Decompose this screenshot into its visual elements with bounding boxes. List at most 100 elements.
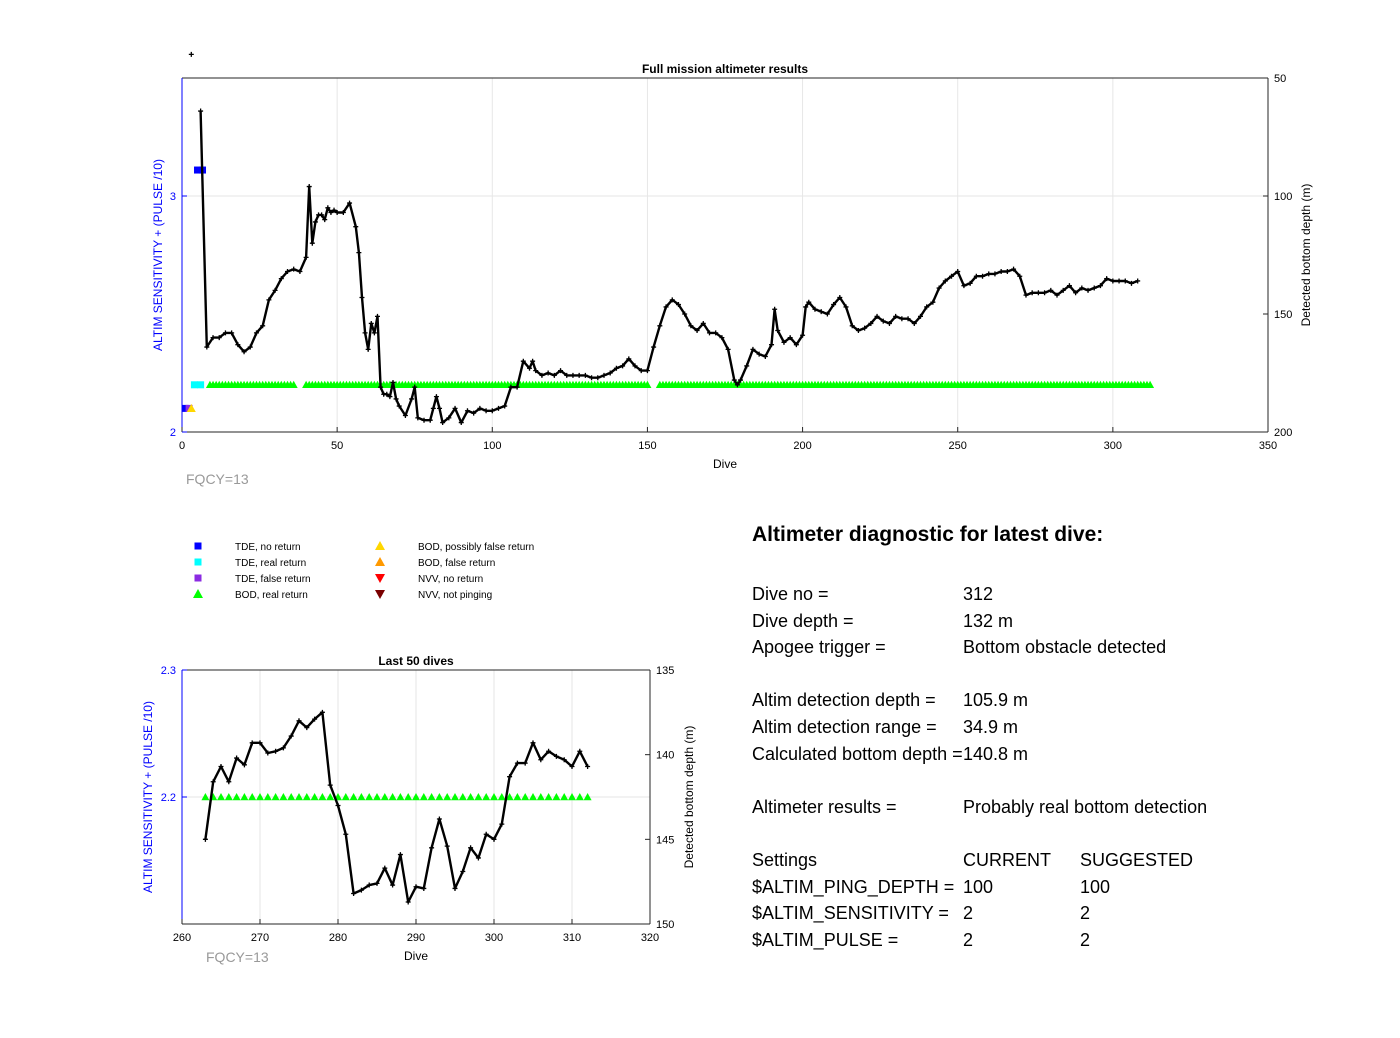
- legend-label: TDE, no return: [235, 542, 301, 553]
- bod-real-marker: [497, 793, 506, 801]
- bottom-depth-point: [362, 330, 368, 336]
- bottom-depth-point: [725, 346, 731, 352]
- bottom-depth-point: [374, 313, 380, 319]
- apogee-label: Apogee trigger =: [752, 637, 886, 658]
- altim-range-value: 34.9 m: [963, 716, 1019, 737]
- tde-real-return-marker: [190, 381, 198, 389]
- bottom-depth-point: [387, 394, 393, 400]
- bottom-depth-point: [218, 764, 224, 770]
- bottom-depth-point: [967, 280, 973, 286]
- bottom-depth-point: [384, 391, 390, 397]
- bottom-depth-point: [756, 351, 762, 357]
- dive-no-label: Dive no =: [752, 584, 829, 604]
- bottom-depth-point: [322, 217, 328, 223]
- bod-real-marker: [521, 793, 530, 801]
- bottom-depth-point: [570, 372, 576, 378]
- bottom-depth-point: [1054, 292, 1060, 298]
- bottom-depth-point: [402, 412, 408, 418]
- bottom-depth-point: [328, 210, 334, 216]
- bottom-depth-point: [409, 396, 415, 402]
- bottom-depth-point: [1029, 290, 1035, 296]
- bottom-depth-point: [390, 379, 396, 385]
- bottom-depth-point: [433, 394, 439, 400]
- setting-current: 2: [963, 903, 974, 924]
- setting-suggested: 2: [1080, 903, 1091, 924]
- bottom-depth-point: [235, 342, 241, 348]
- bottom-depth-point: [325, 205, 331, 211]
- bottom-depth-point: [491, 836, 497, 842]
- bottom-depth-point: [899, 316, 905, 322]
- setting-name: $ALTIM_PING_DEPTH =: [752, 876, 955, 897]
- bod-real-marker: [388, 793, 397, 801]
- bottom-depth-point: [358, 887, 364, 893]
- bod-real-marker: [396, 793, 405, 801]
- bottom-depth-point: [1116, 278, 1122, 284]
- bottom-depth-point: [762, 353, 768, 359]
- bottom-depth-point: [546, 748, 552, 754]
- bottom-depth-point: [880, 318, 886, 324]
- bottom-depth-point: [1073, 290, 1079, 296]
- bottom-depth-point: [601, 372, 607, 378]
- bod-real-marker: [458, 793, 467, 801]
- bottom-depth-point: [527, 365, 533, 371]
- bod-real-marker: [482, 793, 491, 801]
- x-tick-label: 150: [638, 440, 656, 452]
- calc-depth-row: Calculated bottom depth = 140.8 m: [752, 741, 1312, 768]
- bottom-depth-point: [241, 762, 247, 768]
- bottom-depth-point: [886, 320, 892, 326]
- bottom-depth-point: [427, 417, 433, 423]
- setting-row-pulse: $ALTIM_PULSE = 2 2: [752, 927, 1312, 954]
- bottom-depth-point: [304, 725, 310, 731]
- legend-label: BOD, false return: [418, 558, 495, 569]
- bod-real-marker: [279, 793, 288, 801]
- chart-title: Full mission altimeter results: [642, 62, 808, 76]
- bottom-depth-point: [700, 320, 706, 326]
- bottom-depth-point: [222, 330, 228, 336]
- bod-real-marker: [318, 793, 327, 801]
- bod-real-marker: [302, 793, 311, 801]
- bottom-depth-point: [291, 266, 297, 272]
- bottom-depth-point: [936, 285, 942, 291]
- x-tick-label: 200: [793, 440, 811, 452]
- bottom-depth-point: [831, 302, 837, 308]
- legend-label: NVV, not pinging: [418, 590, 492, 601]
- bottom-depth-point: [632, 363, 638, 369]
- bottom-depth-point: [312, 219, 318, 225]
- bottom-depth-point: [280, 745, 286, 751]
- diagnostic-heading: Altimeter diagnostic for latest dive:: [752, 523, 1104, 546]
- bottom-depth-point: [1060, 287, 1066, 293]
- bottom-depth-point: [475, 855, 481, 861]
- bottom-depth-point: [210, 779, 216, 785]
- bottom-depth-point: [905, 316, 911, 322]
- bottom-depth-point: [911, 320, 917, 326]
- calc-depth-label: Calculated bottom depth =: [752, 743, 963, 764]
- bod-real-marker: [643, 380, 652, 388]
- bottom-depth-point: [961, 283, 967, 289]
- bottom-depth-point: [1023, 292, 1029, 298]
- bottom-depth-point: [585, 764, 591, 770]
- x-tick-label: 100: [483, 440, 501, 452]
- bottom-depth-point: [204, 344, 210, 350]
- bottom-depth-point: [507, 774, 513, 780]
- bottom-depth-point: [241, 349, 247, 355]
- bottom-depth-point: [576, 372, 582, 378]
- y-left-tick-label: 3: [170, 191, 176, 203]
- x-tick-label: 280: [329, 932, 347, 944]
- bod-real-marker: [224, 793, 233, 801]
- bod-real-marker: [513, 793, 522, 801]
- bod-real-marker: [412, 793, 420, 801]
- bottom-depth-point: [378, 384, 384, 390]
- setting-suggested: 100: [1080, 876, 1111, 897]
- bottom-depth-point: [539, 372, 545, 378]
- bottom-depth-point: [319, 212, 325, 218]
- setting-row-ping-depth: $ALTIM_PING_DEPTH = 100 100: [752, 874, 1312, 901]
- bottom-depth-point: [980, 273, 986, 279]
- bottom-depth-point: [806, 299, 812, 305]
- bottom-depth-point: [437, 405, 443, 411]
- bod-real-marker: [295, 793, 303, 801]
- bod-real-marker: [289, 380, 298, 388]
- bottom-depth-point: [713, 330, 719, 336]
- bottom-depth-point: [495, 405, 501, 411]
- bottom-depth-point: [1017, 273, 1023, 279]
